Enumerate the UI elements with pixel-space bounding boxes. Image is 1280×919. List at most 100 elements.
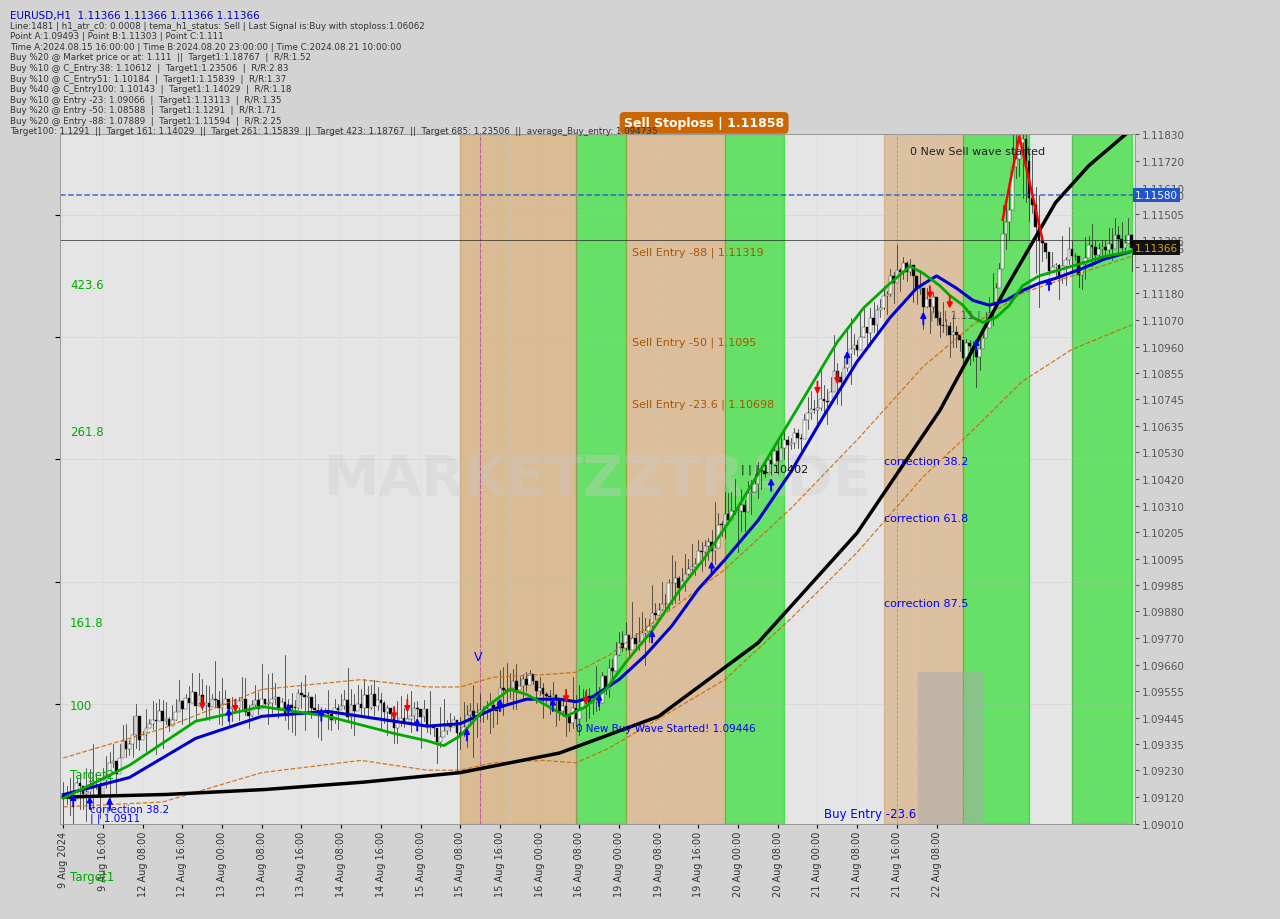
Bar xyxy=(257,700,260,709)
Bar xyxy=(591,702,594,703)
Bar xyxy=(502,688,504,690)
Bar xyxy=(157,710,160,721)
Bar xyxy=(644,631,646,633)
Bar xyxy=(978,349,980,357)
Bar xyxy=(406,720,408,723)
Text: Target100: 1.1291  ||  Target 161: 1.14029  ||  Target 261: 1.15839  ||  Target : Target100: 1.1291 || Target 161: 1.14029… xyxy=(10,128,658,136)
Bar xyxy=(372,695,375,706)
Bar xyxy=(928,300,932,308)
Bar xyxy=(264,699,266,704)
Bar xyxy=(1073,135,1132,824)
Bar xyxy=(627,636,630,651)
Bar xyxy=(916,673,983,824)
Bar xyxy=(387,709,389,712)
Bar xyxy=(445,726,448,732)
Bar xyxy=(1018,143,1020,160)
Bar xyxy=(794,434,796,443)
Bar xyxy=(303,695,306,698)
Bar xyxy=(840,378,842,383)
Bar xyxy=(767,460,769,475)
Bar xyxy=(936,298,938,319)
Bar xyxy=(846,355,849,369)
Bar xyxy=(492,705,494,710)
Bar xyxy=(598,697,600,703)
Bar xyxy=(579,709,581,719)
Text: Time A:2024.08.15 16:00:00 | Time B:2024.08.20 23:00:00 | Time C:2024.08.21 10:0: Time A:2024.08.15 16:00:00 | Time B:2024… xyxy=(10,42,402,51)
Bar xyxy=(681,581,684,588)
Bar xyxy=(694,564,696,567)
Bar xyxy=(525,679,527,685)
Bar xyxy=(919,289,922,290)
Bar xyxy=(349,706,352,717)
Bar xyxy=(1094,248,1097,255)
Bar xyxy=(786,440,788,446)
Bar xyxy=(562,706,564,711)
Bar xyxy=(260,699,264,709)
Bar xyxy=(466,716,468,727)
Bar xyxy=(224,699,227,704)
Bar xyxy=(241,699,243,701)
Bar xyxy=(479,709,481,713)
Bar xyxy=(625,636,627,648)
Bar xyxy=(1114,235,1116,250)
Bar xyxy=(1028,162,1030,199)
Bar xyxy=(687,569,690,574)
Bar xyxy=(1107,245,1110,251)
Bar xyxy=(403,718,406,723)
Bar xyxy=(529,675,531,685)
Bar xyxy=(961,341,964,358)
Bar xyxy=(621,643,623,648)
Bar xyxy=(205,703,207,705)
Bar xyxy=(508,688,511,691)
Bar xyxy=(475,713,479,716)
Bar xyxy=(614,655,617,671)
Bar xyxy=(817,408,819,411)
Bar xyxy=(631,639,634,651)
Bar xyxy=(132,735,134,744)
Bar xyxy=(1103,248,1106,251)
Bar xyxy=(1120,240,1123,249)
Bar xyxy=(506,690,508,691)
Bar xyxy=(1034,206,1037,227)
Bar xyxy=(276,698,279,709)
Text: correction 61.8: correction 61.8 xyxy=(883,513,968,523)
Bar xyxy=(1044,244,1047,253)
Bar xyxy=(648,627,650,631)
Bar xyxy=(922,289,924,308)
Bar xyxy=(963,135,1029,824)
Text: Point A:1.09493 | Point B:1.11303 | Point C:1.111: Point A:1.09493 | Point B:1.11303 | Poin… xyxy=(10,32,224,41)
Bar xyxy=(823,400,826,402)
Bar xyxy=(151,720,154,724)
Bar xyxy=(310,697,312,708)
Bar xyxy=(1084,259,1087,265)
Bar xyxy=(641,633,644,642)
Bar xyxy=(92,785,95,789)
Bar xyxy=(727,514,730,520)
Text: EURUSD,H1  1.11366 1.11366 1.11366 1.11366: EURUSD,H1 1.11366 1.11366 1.11366 1.1136… xyxy=(10,11,260,21)
Bar xyxy=(740,505,742,512)
Text: Sell Entry -23.6 | 1.10698: Sell Entry -23.6 | 1.10698 xyxy=(632,399,774,409)
Bar xyxy=(1117,235,1120,240)
Bar xyxy=(297,693,300,709)
Text: 1.11366: 1.11366 xyxy=(1135,244,1178,254)
Bar xyxy=(965,344,968,358)
Bar xyxy=(435,728,438,742)
Bar xyxy=(723,514,726,526)
Bar xyxy=(339,706,343,710)
Bar xyxy=(95,785,97,786)
Text: 261.8: 261.8 xyxy=(70,425,104,438)
Bar xyxy=(863,328,865,338)
Bar xyxy=(347,700,349,717)
Bar xyxy=(959,335,961,341)
Bar xyxy=(443,732,445,737)
Text: 161.8: 161.8 xyxy=(70,616,104,630)
Bar xyxy=(773,451,776,465)
Bar xyxy=(730,511,732,520)
Bar xyxy=(184,698,187,709)
Bar xyxy=(429,726,431,727)
Bar xyxy=(783,440,786,448)
Bar xyxy=(790,443,792,446)
Bar xyxy=(234,708,237,709)
Text: 423.6: 423.6 xyxy=(70,278,104,292)
Bar xyxy=(148,724,151,728)
